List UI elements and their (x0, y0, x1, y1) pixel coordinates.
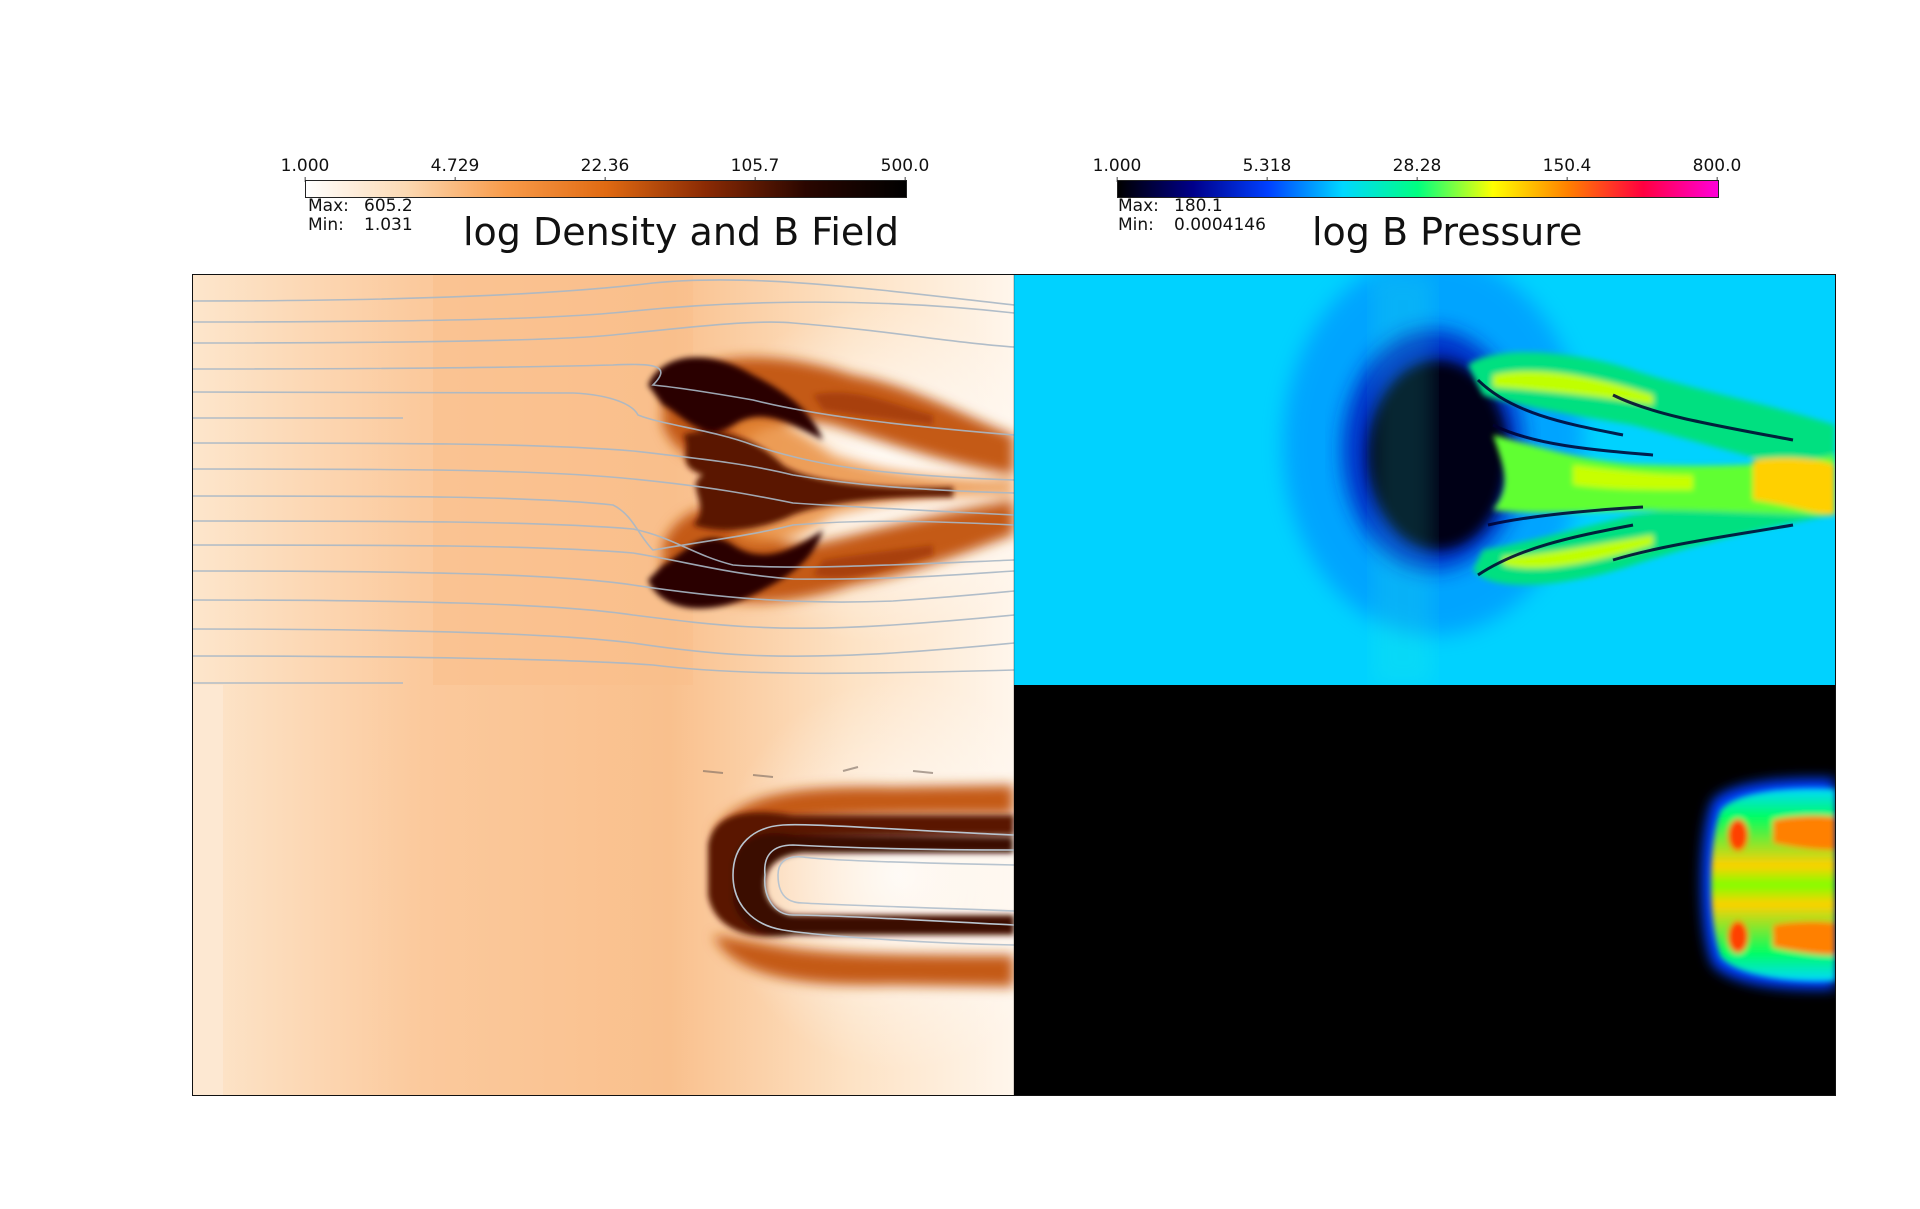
pressure-panel-top (1014, 275, 1835, 685)
pressure-tick-4: 800.0 (1692, 156, 1742, 182)
density-title: log Density and B Field (463, 210, 899, 254)
pressure-min-label: Min: (1118, 215, 1154, 235)
simulation-rendering (193, 275, 1835, 1095)
density-colorbar-ticks: 1.000 4.729 22.36 105.7 500.0 (281, 146, 945, 182)
density-max-label: Max: (308, 196, 349, 216)
density-panel-top (193, 275, 1113, 715)
pressure-tick-2: 28.28 (1392, 156, 1442, 182)
simulation-visualization (192, 274, 1836, 1096)
density-colorbar (305, 180, 907, 198)
density-tick-0: 1.000 (280, 156, 330, 182)
pressure-title: log B Pressure (1312, 210, 1583, 254)
density-tick-2: 22.36 (580, 156, 630, 182)
density-panel-bottom (193, 595, 1133, 1095)
pressure-colorbar-ticks: 1.000 5.318 28.28 150.4 800.0 (1093, 146, 1757, 182)
pressure-max-label: Max: (1118, 196, 1159, 216)
density-max-value: 605.2 (364, 196, 413, 216)
density-min-value: 1.031 (364, 215, 413, 235)
pressure-min-value: 0.0004146 (1174, 215, 1266, 235)
density-min-label: Min: (308, 215, 344, 235)
density-stats: Max: 605.2 Min: 1.031 (308, 197, 413, 235)
pressure-stats: Max: 180.1 Min: 0.0004146 (1118, 197, 1266, 235)
pressure-tick-0: 1.000 (1092, 156, 1142, 182)
pressure-colorbar (1117, 180, 1719, 198)
pressure-max-value: 180.1 (1174, 196, 1223, 216)
density-tick-4: 500.0 (880, 156, 930, 182)
density-tick-1: 4.729 (430, 156, 480, 182)
pressure-tick-1: 5.318 (1242, 156, 1292, 182)
pressure-tick-3: 150.4 (1542, 156, 1592, 182)
density-tick-3: 105.7 (730, 156, 780, 182)
pressure-panel-bottom (1014, 685, 1835, 1095)
